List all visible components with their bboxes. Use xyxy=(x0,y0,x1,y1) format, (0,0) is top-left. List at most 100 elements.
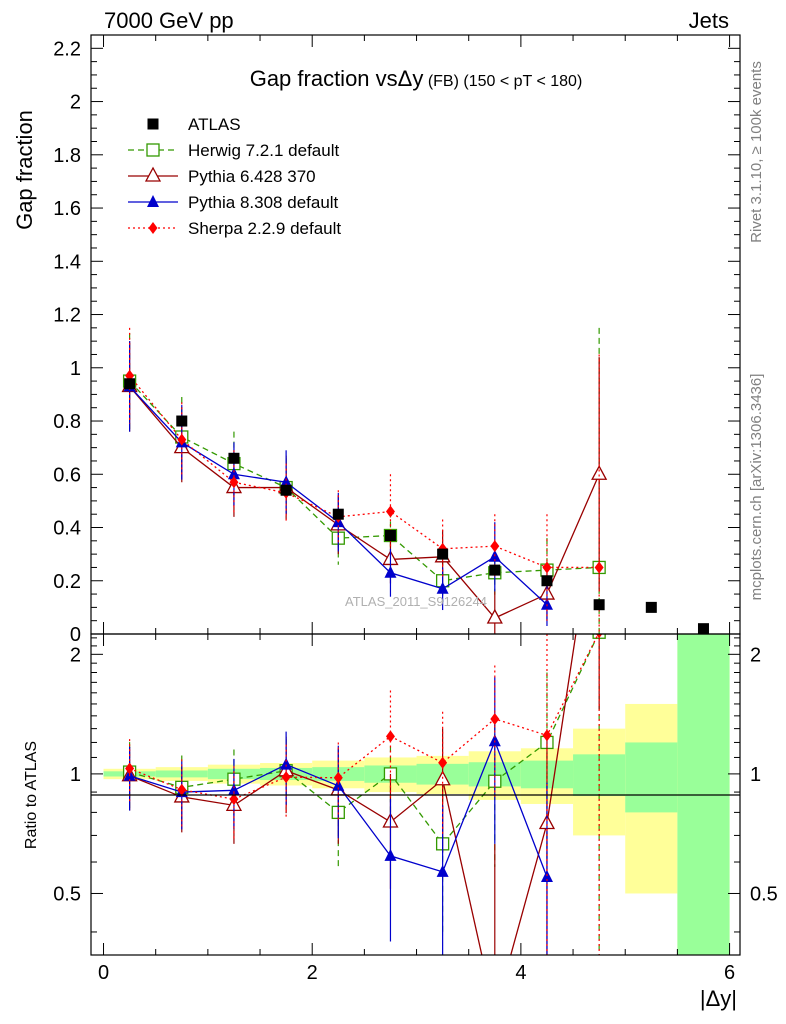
rivet-label: Rivet 3.1.10, ≥ 100k events xyxy=(748,61,765,243)
point-marker xyxy=(385,505,395,518)
ratio-tick-label: 1 xyxy=(750,764,761,786)
y-axis-label: Gap fraction xyxy=(12,110,37,230)
point-marker xyxy=(125,762,135,775)
y-tick-label: 0 xyxy=(70,624,81,646)
series-main-2 xyxy=(123,341,553,627)
point-marker xyxy=(437,548,449,560)
y-tick-label: 0.8 xyxy=(53,411,81,433)
series-3 xyxy=(125,327,604,955)
point-marker xyxy=(486,608,503,624)
point-marker xyxy=(280,757,293,770)
y-tick-label: 1.6 xyxy=(53,198,81,220)
title-var: Δy xyxy=(398,66,424,91)
x-axis-label: |Δy| xyxy=(700,986,737,1011)
header-left: 7000 GeV pp xyxy=(104,8,234,33)
band-inner xyxy=(625,742,678,813)
x-tick-label: 4 xyxy=(515,962,526,984)
legend-entry: Herwig 7.2.1 default xyxy=(128,141,339,160)
point-marker xyxy=(540,597,553,610)
title-main: Gap fraction vs xyxy=(250,66,398,91)
point-marker xyxy=(594,561,604,574)
legend-entry: Pythia 8.308 default xyxy=(128,193,339,212)
y-tick-label: 1.8 xyxy=(53,145,81,167)
point-marker xyxy=(227,467,240,480)
series-main-1 xyxy=(121,341,608,634)
ratio-tick-label: 1 xyxy=(70,764,81,786)
point-marker xyxy=(542,561,552,574)
point-marker xyxy=(124,378,136,390)
ratio-tick-label: 2 xyxy=(70,644,81,666)
point-marker xyxy=(332,508,344,520)
point-marker xyxy=(591,464,608,480)
point-marker xyxy=(438,756,448,769)
chart-title: Gap fraction vsΔy (FB) (150 < pT < 180) xyxy=(250,66,583,91)
y-tick-label: 0.4 xyxy=(53,518,81,540)
y-tick-label: 2 xyxy=(70,92,81,114)
y-tick-label: 1 xyxy=(70,358,81,380)
point-marker xyxy=(384,565,397,578)
series-ratio-2 xyxy=(123,677,553,955)
series-line xyxy=(129,385,600,619)
legend-entry: Sherpa 2.2.9 default xyxy=(128,219,341,238)
point-marker xyxy=(489,564,501,576)
ratio-tick-label: 0.5 xyxy=(750,883,778,905)
point-marker xyxy=(488,1005,502,1018)
point-marker xyxy=(645,601,657,613)
title-range: (150 < pT < 180) xyxy=(463,73,582,90)
legend-label: Sherpa 2.2.9 default xyxy=(188,219,341,238)
ratio-y-axis-label: Ratio to ATLAS xyxy=(23,741,40,849)
point-marker xyxy=(697,623,709,634)
point-marker xyxy=(281,771,291,784)
x-tick-label: 2 xyxy=(307,962,318,984)
point-marker xyxy=(436,581,449,594)
legend-entry: ATLAS xyxy=(147,115,241,134)
series-main-3 xyxy=(125,327,604,634)
y-tick-label: 1.2 xyxy=(53,305,81,327)
ratio-series-line xyxy=(129,634,577,955)
point-marker xyxy=(384,529,396,541)
point-marker xyxy=(332,778,345,791)
point-marker xyxy=(384,848,397,861)
y-tick-label: 0.6 xyxy=(53,464,81,486)
title-tag: (FB) xyxy=(428,73,459,90)
y-tick-label: 0.2 xyxy=(53,571,81,593)
point-marker xyxy=(593,599,605,611)
point-marker xyxy=(147,195,159,207)
legend-label: Pythia 6.428 370 xyxy=(188,167,316,186)
point-marker xyxy=(280,484,292,496)
watermark: ATLAS_2011_S9126244 xyxy=(345,594,487,609)
point-marker xyxy=(229,793,239,806)
point-marker xyxy=(436,864,449,877)
x-tick-label: 0 xyxy=(98,962,109,984)
ratio-tick-label: 0.5 xyxy=(53,883,81,905)
point-marker xyxy=(147,118,159,130)
series-main-0 xyxy=(122,327,606,634)
series-0 xyxy=(122,327,606,955)
point-marker xyxy=(176,415,188,427)
point-marker xyxy=(229,476,239,489)
ratio-series-line xyxy=(129,634,599,800)
series-1 xyxy=(121,341,608,1018)
atlas-data-layer xyxy=(124,378,709,634)
point-marker xyxy=(177,783,187,796)
series-line xyxy=(129,380,600,582)
point-marker xyxy=(490,540,500,553)
y-tick-label: 1.4 xyxy=(53,251,81,273)
point-marker xyxy=(148,222,158,234)
point-marker xyxy=(488,734,501,747)
point-marker xyxy=(490,712,500,725)
point-marker xyxy=(541,575,553,587)
point-marker xyxy=(385,730,395,743)
point-marker xyxy=(595,634,603,639)
ratio-tick-label: 2 xyxy=(750,644,761,666)
series-layer xyxy=(121,327,608,1018)
point-marker xyxy=(333,771,343,784)
point-marker xyxy=(542,729,552,742)
series-ratio-1 xyxy=(121,634,600,1018)
legend: ATLAS Herwig 7.2.1 default Pythia 6.428 37… xyxy=(128,115,341,238)
legend-label: Pythia 8.308 default xyxy=(188,193,339,212)
mcplots-label: mcplots.cern.ch [arXiv:1306.3436] xyxy=(748,374,765,601)
point-marker xyxy=(228,452,240,464)
point-marker xyxy=(227,783,240,796)
